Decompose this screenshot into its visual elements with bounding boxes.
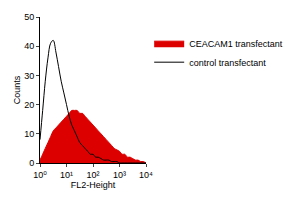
svg-text:30: 30: [24, 71, 34, 81]
svg-text:10¹: 10¹: [60, 170, 73, 180]
svg-text:CEACAM1 transfectant: CEACAM1 transfectant: [189, 39, 283, 49]
svg-text:10³: 10³: [113, 170, 126, 180]
svg-text:0: 0: [29, 158, 34, 168]
svg-text:control transfectant: control transfectant: [189, 58, 266, 68]
svg-text:40: 40: [24, 41, 34, 51]
svg-text:10: 10: [24, 129, 34, 139]
svg-text:20: 20: [24, 100, 34, 110]
svg-text:10⁰: 10⁰: [33, 170, 47, 180]
svg-text:50: 50: [24, 12, 34, 22]
svg-text:Counts: Counts: [12, 75, 22, 104]
svg-text:10⁴: 10⁴: [139, 170, 153, 180]
svg-text:FL2-Height: FL2-Height: [71, 180, 116, 190]
svg-text:10²: 10²: [86, 170, 99, 180]
